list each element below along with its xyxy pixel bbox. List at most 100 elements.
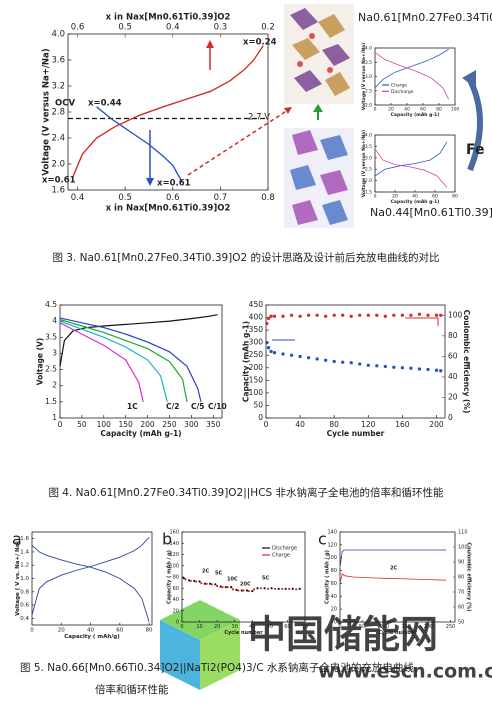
data-point (291, 587, 294, 590)
data-point (284, 587, 287, 590)
y-tick-label: 1.6 (51, 186, 65, 196)
data-point (240, 589, 243, 592)
y-tick-label: 1.4 (20, 549, 29, 555)
x-tick-label: 0.4 (71, 193, 85, 203)
data-line (96, 106, 183, 183)
arrow (187, 109, 289, 176)
y-tick-label: 40 (331, 594, 337, 600)
y2-tick-label: 60 (448, 351, 458, 360)
x-tick-label: 100 (451, 107, 460, 113)
x-axis-label: Capacity ( mAh/g) (64, 634, 120, 640)
y2-tick-label: 50 (458, 620, 464, 626)
y2-tick-label: 110 (458, 530, 468, 536)
x-axis-label: x in Nax[Mn0.61Ti0.39]O2 (106, 203, 231, 213)
y-tick-label: 4.0 (365, 46, 372, 52)
data-point (221, 586, 224, 589)
plot-frame (31, 531, 153, 626)
y-tick-label: 250 (249, 350, 264, 359)
x-tick-label: 150 (119, 420, 134, 429)
y-tick-label: 4 (52, 316, 57, 325)
y-tick-label: 4.5 (45, 300, 57, 309)
x-tick-label: 80 (452, 194, 458, 200)
figure-caption: 图 3. Na0.61[Mn0.27Fe0.34Ti0.39]O2 的设计思路及… (52, 251, 439, 264)
x-tick-label: 40 (412, 194, 418, 200)
annotation: 5C (262, 576, 269, 582)
y-tick-label: 100 (327, 555, 337, 561)
y-tick-label: 1 (52, 413, 57, 422)
y-axis-label: Capacity (mAh g-1) (242, 321, 251, 402)
x-tick-label: 50 (359, 624, 365, 630)
annotation: x=0.61 (157, 179, 191, 189)
x-tick-label: 0 (264, 420, 269, 429)
x-tick-label: 60 (432, 194, 438, 200)
x-tick-label: 100 (97, 420, 112, 429)
data-point (324, 314, 328, 318)
y-tick-label: 120 (169, 552, 179, 558)
data-point (298, 314, 302, 318)
y2-axis-label: Coulombic efficiency (%) (462, 310, 471, 414)
x-tick-label: 150 (402, 624, 412, 630)
x-tick-label: 250 (446, 624, 456, 630)
data-point (214, 583, 217, 586)
chart: 0 50 100 150 200 250 300 350 1 1.5 2 2.5 3 3.5 4 4.5 Cap… (36, 300, 227, 438)
data-point (203, 582, 206, 585)
y-tick-label: 1.0 (20, 576, 29, 582)
x-tick-label: 40 (249, 624, 255, 630)
annotation: OCV (55, 99, 75, 109)
y-tick-label: 400 (249, 313, 264, 322)
y2-tick-label: 70 (458, 590, 464, 596)
data-point (210, 583, 213, 586)
data-point (426, 367, 430, 372)
annotation: C/2 (166, 402, 179, 411)
y-tick-label: 2.5 (365, 167, 372, 173)
y-tick-label: 3 (52, 348, 57, 357)
data-point (375, 313, 379, 317)
data-point (439, 369, 443, 373)
figure-label: Fe (466, 142, 485, 158)
x2-tick-label: 0.2 (261, 23, 275, 33)
x-tick-label: 70 (302, 624, 308, 630)
y2-tick-label: 40 (448, 372, 458, 381)
y2-tick-label: 100 (448, 310, 463, 319)
y-tick-label: 350 (249, 325, 264, 334)
y-axis-label: Voltage ( V vs. Na+/ Na) (15, 541, 21, 616)
annotation: 20C (240, 582, 251, 588)
x2-tick-label: 0.3 (214, 23, 228, 33)
data-point (306, 356, 311, 360)
x-tick-label: 30 (232, 624, 238, 630)
data-point (247, 589, 250, 593)
data-point (295, 588, 298, 591)
data-point (383, 314, 387, 318)
y-tick-label: 150 (249, 375, 264, 384)
annotation: C/10 (208, 402, 227, 411)
y-tick-label: 3.2 (51, 82, 65, 92)
data-point (434, 368, 439, 372)
y2-tick-label: 60 (458, 605, 464, 611)
y-tick-label: 160 (169, 530, 179, 536)
arrow (146, 178, 154, 186)
x-tick-label: 20 (388, 107, 394, 113)
data-point (235, 588, 238, 592)
y-tick-label: 1.5 (365, 190, 372, 196)
y-tick-label: 40 (173, 597, 179, 603)
crystal-structure (284, 4, 483, 228)
legend-label: Discharge (272, 546, 297, 552)
y-tick-label: 0.6 (20, 603, 29, 609)
y-tick-label: 2.0 (51, 160, 65, 170)
data-line (374, 148, 448, 188)
x-tick-label: 40 (295, 420, 305, 429)
data-point (252, 588, 256, 591)
y-tick-label: 20 (331, 607, 337, 613)
x2-tick-label: 0.5 (118, 23, 132, 33)
legend-label: Discharge (391, 89, 414, 95)
x-tick-label: 200 (140, 420, 155, 429)
x-tick-label: 250 (162, 420, 177, 429)
y-tick-label: 50 (253, 400, 263, 409)
data-line (59, 314, 218, 367)
data-line (374, 51, 449, 100)
data-point (288, 587, 291, 590)
watermark-url: www.escn.com.cn (318, 661, 492, 683)
x-tick-label: 0.6 (166, 193, 180, 203)
y-axis-label: Capacity ( mAh / g) (167, 550, 173, 604)
y-tick-label: 1.2 (20, 563, 29, 569)
